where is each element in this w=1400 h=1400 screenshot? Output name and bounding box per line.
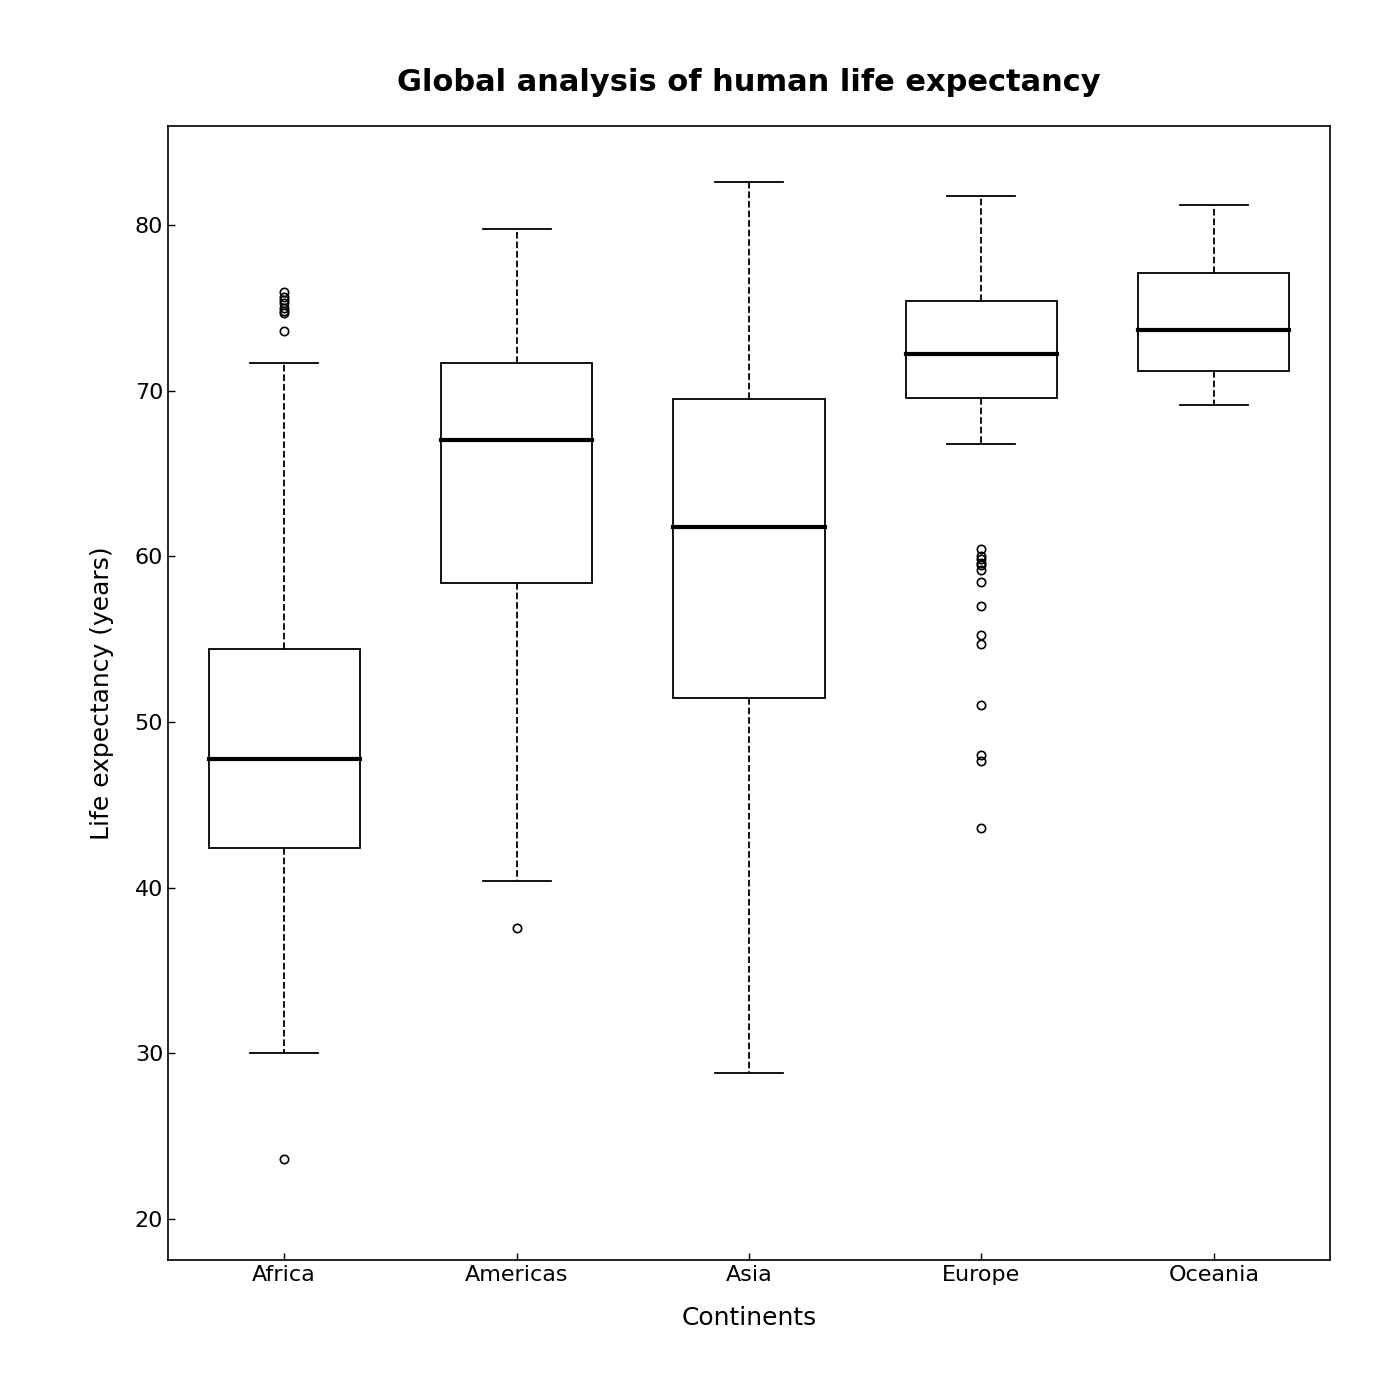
Bar <box>441 363 592 582</box>
Bar <box>906 301 1057 398</box>
Title: Global analysis of human life expectancy: Global analysis of human life expectancy <box>398 69 1100 97</box>
Bar <box>673 399 825 699</box>
Y-axis label: Life expectancy (years): Life expectancy (years) <box>90 546 113 840</box>
Bar <box>1138 273 1289 371</box>
Bar <box>209 650 360 848</box>
X-axis label: Continents: Continents <box>682 1306 816 1330</box>
